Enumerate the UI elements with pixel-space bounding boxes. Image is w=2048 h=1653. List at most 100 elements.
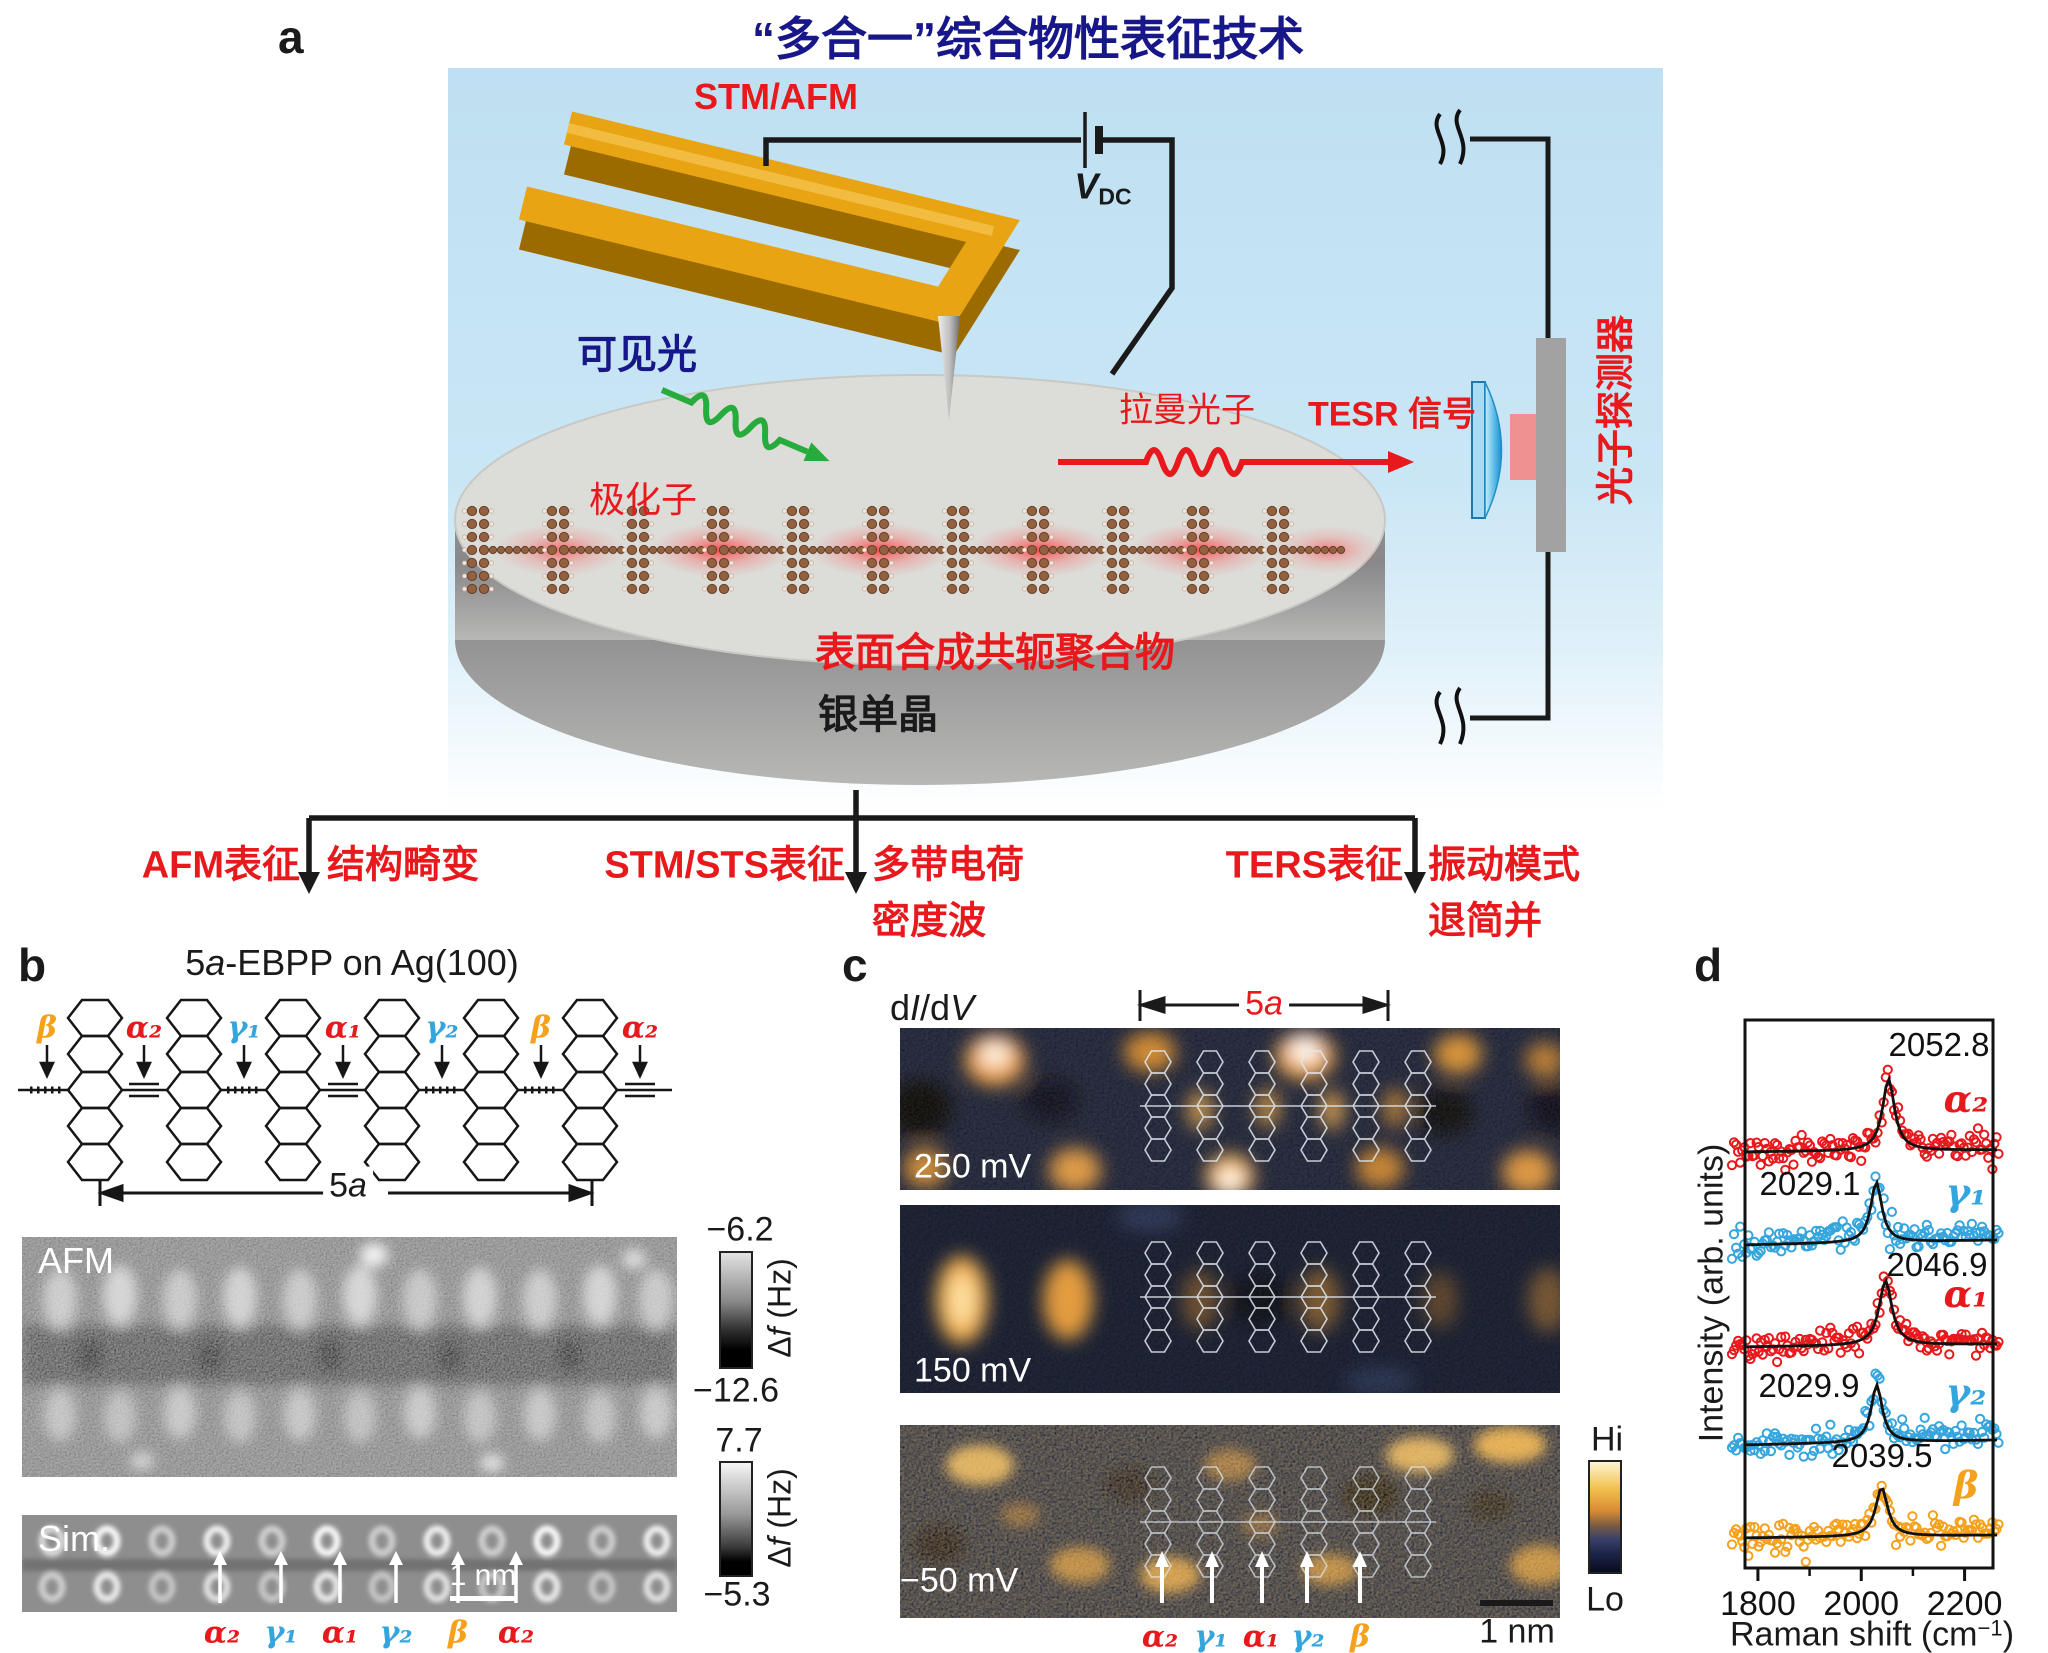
detector-circuit-wire — [1470, 136, 1551, 721]
didv-3: /d — [920, 987, 951, 1028]
panel-b-tag: b — [18, 939, 47, 991]
sim-scale-min: −5.3 — [703, 1575, 771, 1614]
c-scalebar-line — [1480, 1600, 1553, 1606]
flow-arrows — [298, 790, 1426, 894]
u5: f — [761, 1537, 798, 1547]
vdc-main: V — [1074, 165, 1099, 207]
panel-b-title-italic: a — [205, 942, 226, 983]
afm-scale-min: −12.6 — [692, 1371, 780, 1410]
b-mode-alpha1: α₁ — [321, 1615, 359, 1651]
panel-d-tag: d — [1694, 939, 1723, 991]
flow-ters-result-1: 振动模式 — [1428, 844, 1581, 887]
visible-light-label: 可见光 — [577, 333, 697, 377]
panel-c-5a-dimension — [1137, 990, 1391, 1021]
bond-label-beta-2: β — [531, 1010, 551, 1046]
svg-text:2052.8: 2052.8 — [1889, 1026, 1990, 1063]
c-mode-alpha2: α₂ — [1141, 1619, 1179, 1653]
sim-mode-arrows — [213, 1551, 523, 1603]
span-num: 5 — [329, 1166, 348, 1205]
sim-scale-max: 7.7 — [715, 1421, 763, 1460]
svg-text:1800: 1800 — [1720, 1585, 1796, 1623]
b-mode-alpha2b: α₂ — [497, 1615, 535, 1651]
bond-label-beta-1: β — [37, 1010, 57, 1046]
u3: (Hz) — [761, 1258, 798, 1328]
sim-scalebar-label: 1 nm — [449, 1559, 517, 1592]
battery-symbol — [1083, 112, 1103, 168]
arrow-head-ters — [1404, 872, 1426, 894]
hilo-lo-label: Lo — [1586, 1580, 1624, 1619]
didv-map-250mV — [900, 1028, 1560, 1190]
stm-tip — [938, 316, 960, 420]
span-5a-dimension — [97, 1180, 595, 1206]
map-neg50mV-bias: −50 mV — [900, 1561, 1019, 1600]
tesr-signal-arrow — [1058, 447, 1414, 477]
arrow-head-afm — [298, 872, 320, 894]
vdc-sub: DC — [1098, 183, 1132, 210]
chemical-structure — [18, 998, 672, 1206]
polaron-label: 极化子 — [588, 479, 698, 520]
afm-colorbar — [719, 1251, 753, 1369]
b-mode-gamma1: γ₁ — [264, 1615, 298, 1651]
panel-b-5a-span-label: 5a — [323, 1166, 373, 1206]
raman-spectra-plot: 2052.8 α₂ 2029.1 γ₁ 2046.9α₁ 2029.9 γ₂ 2039.5 β 1… — [1720, 1018, 2004, 1623]
raman-xlabel: Raman shift (cm−1) — [1730, 1616, 2014, 1653]
svg-text:2029.1: 2029.1 — [1760, 1165, 1861, 1202]
panel-a-tag: a — [278, 11, 304, 63]
svg-text:α₂: α₂ — [1944, 1077, 1989, 1121]
flow-sts-method: STM/STS表征 — [604, 844, 845, 887]
u1: Δ — [761, 1336, 798, 1358]
didv-4: V — [950, 987, 975, 1028]
svg-text:2200: 2200 — [1927, 1585, 2003, 1623]
sim-scale-unit: Δf (Hz) — [762, 1468, 799, 1568]
b-mode-beta: β — [448, 1615, 468, 1651]
stm-afm-label: STM/AFM — [694, 76, 858, 117]
afm-scale-unit: Δf (Hz) — [762, 1258, 799, 1358]
bond-label-arrows — [39, 1045, 648, 1079]
bond-label-alpha1: α₁ — [324, 1010, 362, 1046]
panel-c-tag: c — [842, 939, 868, 991]
panel-b-title: 5a-EBPP on Ag(100) — [185, 942, 519, 984]
svg-text:γ₂: γ₂ — [1946, 1370, 1987, 1414]
arrow-head-sts — [845, 872, 867, 894]
c-span-letter: a — [1264, 984, 1283, 1023]
bond-label-alpha2-1: α₂ — [125, 1010, 163, 1046]
photon-detector-label: 光子探测器 — [1595, 314, 1638, 506]
flow-sts-result-1: 多带电荷 — [872, 844, 1025, 887]
panel-b-title-rest: -EBPP on Ag(100) — [225, 942, 519, 983]
bond-label-alpha2-2: α₂ — [621, 1010, 659, 1046]
didv-2: I — [910, 987, 921, 1028]
u6: (Hz) — [761, 1468, 798, 1538]
afm-scale-max: −6.2 — [706, 1210, 774, 1249]
didv-label: dI/dV — [890, 987, 974, 1029]
flow-ters-result-2: 退简并 — [1428, 900, 1543, 943]
cantilever — [518, 111, 1020, 356]
svg-text:γ₁: γ₁ — [1946, 1170, 1987, 1214]
didv-map-150mV — [900, 1205, 1560, 1393]
hilo-colorbar — [1588, 1460, 1622, 1574]
sim-image-label: Sim. — [38, 1518, 110, 1559]
panel-b-title-num: 5 — [185, 942, 206, 983]
sim-colorbar — [719, 1461, 753, 1577]
didv-map-neg50mV — [900, 1425, 1560, 1618]
flow-afm-method: AFM表征 — [141, 844, 300, 887]
c-span-num: 5 — [1245, 984, 1264, 1023]
b-mode-alpha2: α₂ — [203, 1615, 241, 1651]
c-mode-gamma1: γ₁ — [1194, 1619, 1228, 1653]
c-scalebar-label: 1 nm — [1479, 1612, 1555, 1651]
raman-photon-label: 拉曼光子 — [1119, 391, 1255, 430]
bond-label-gamma1: γ₁ — [227, 1010, 261, 1046]
svg-text:α₁: α₁ — [1944, 1272, 1989, 1316]
svg-text:2000: 2000 — [1823, 1585, 1899, 1623]
svg-text:2039.5: 2039.5 — [1832, 1437, 1933, 1474]
map-150mV-bias: 150 mV — [914, 1351, 1032, 1390]
xl3: ) — [2002, 1615, 2015, 1653]
c-mode-alpha1: α₁ — [1242, 1619, 1280, 1653]
didv-1: d — [890, 987, 911, 1028]
sim-scalebar-line — [450, 1596, 516, 1601]
c-mode-gamma2: γ₂ — [1291, 1619, 1325, 1653]
tesr-signal-label: TESR 信号 — [1307, 395, 1477, 434]
bond-label-gamma2: γ₂ — [425, 1010, 459, 1046]
u2: f — [761, 1327, 798, 1337]
c-mode-arrows — [1155, 1551, 1367, 1603]
afm-image — [22, 1237, 677, 1477]
